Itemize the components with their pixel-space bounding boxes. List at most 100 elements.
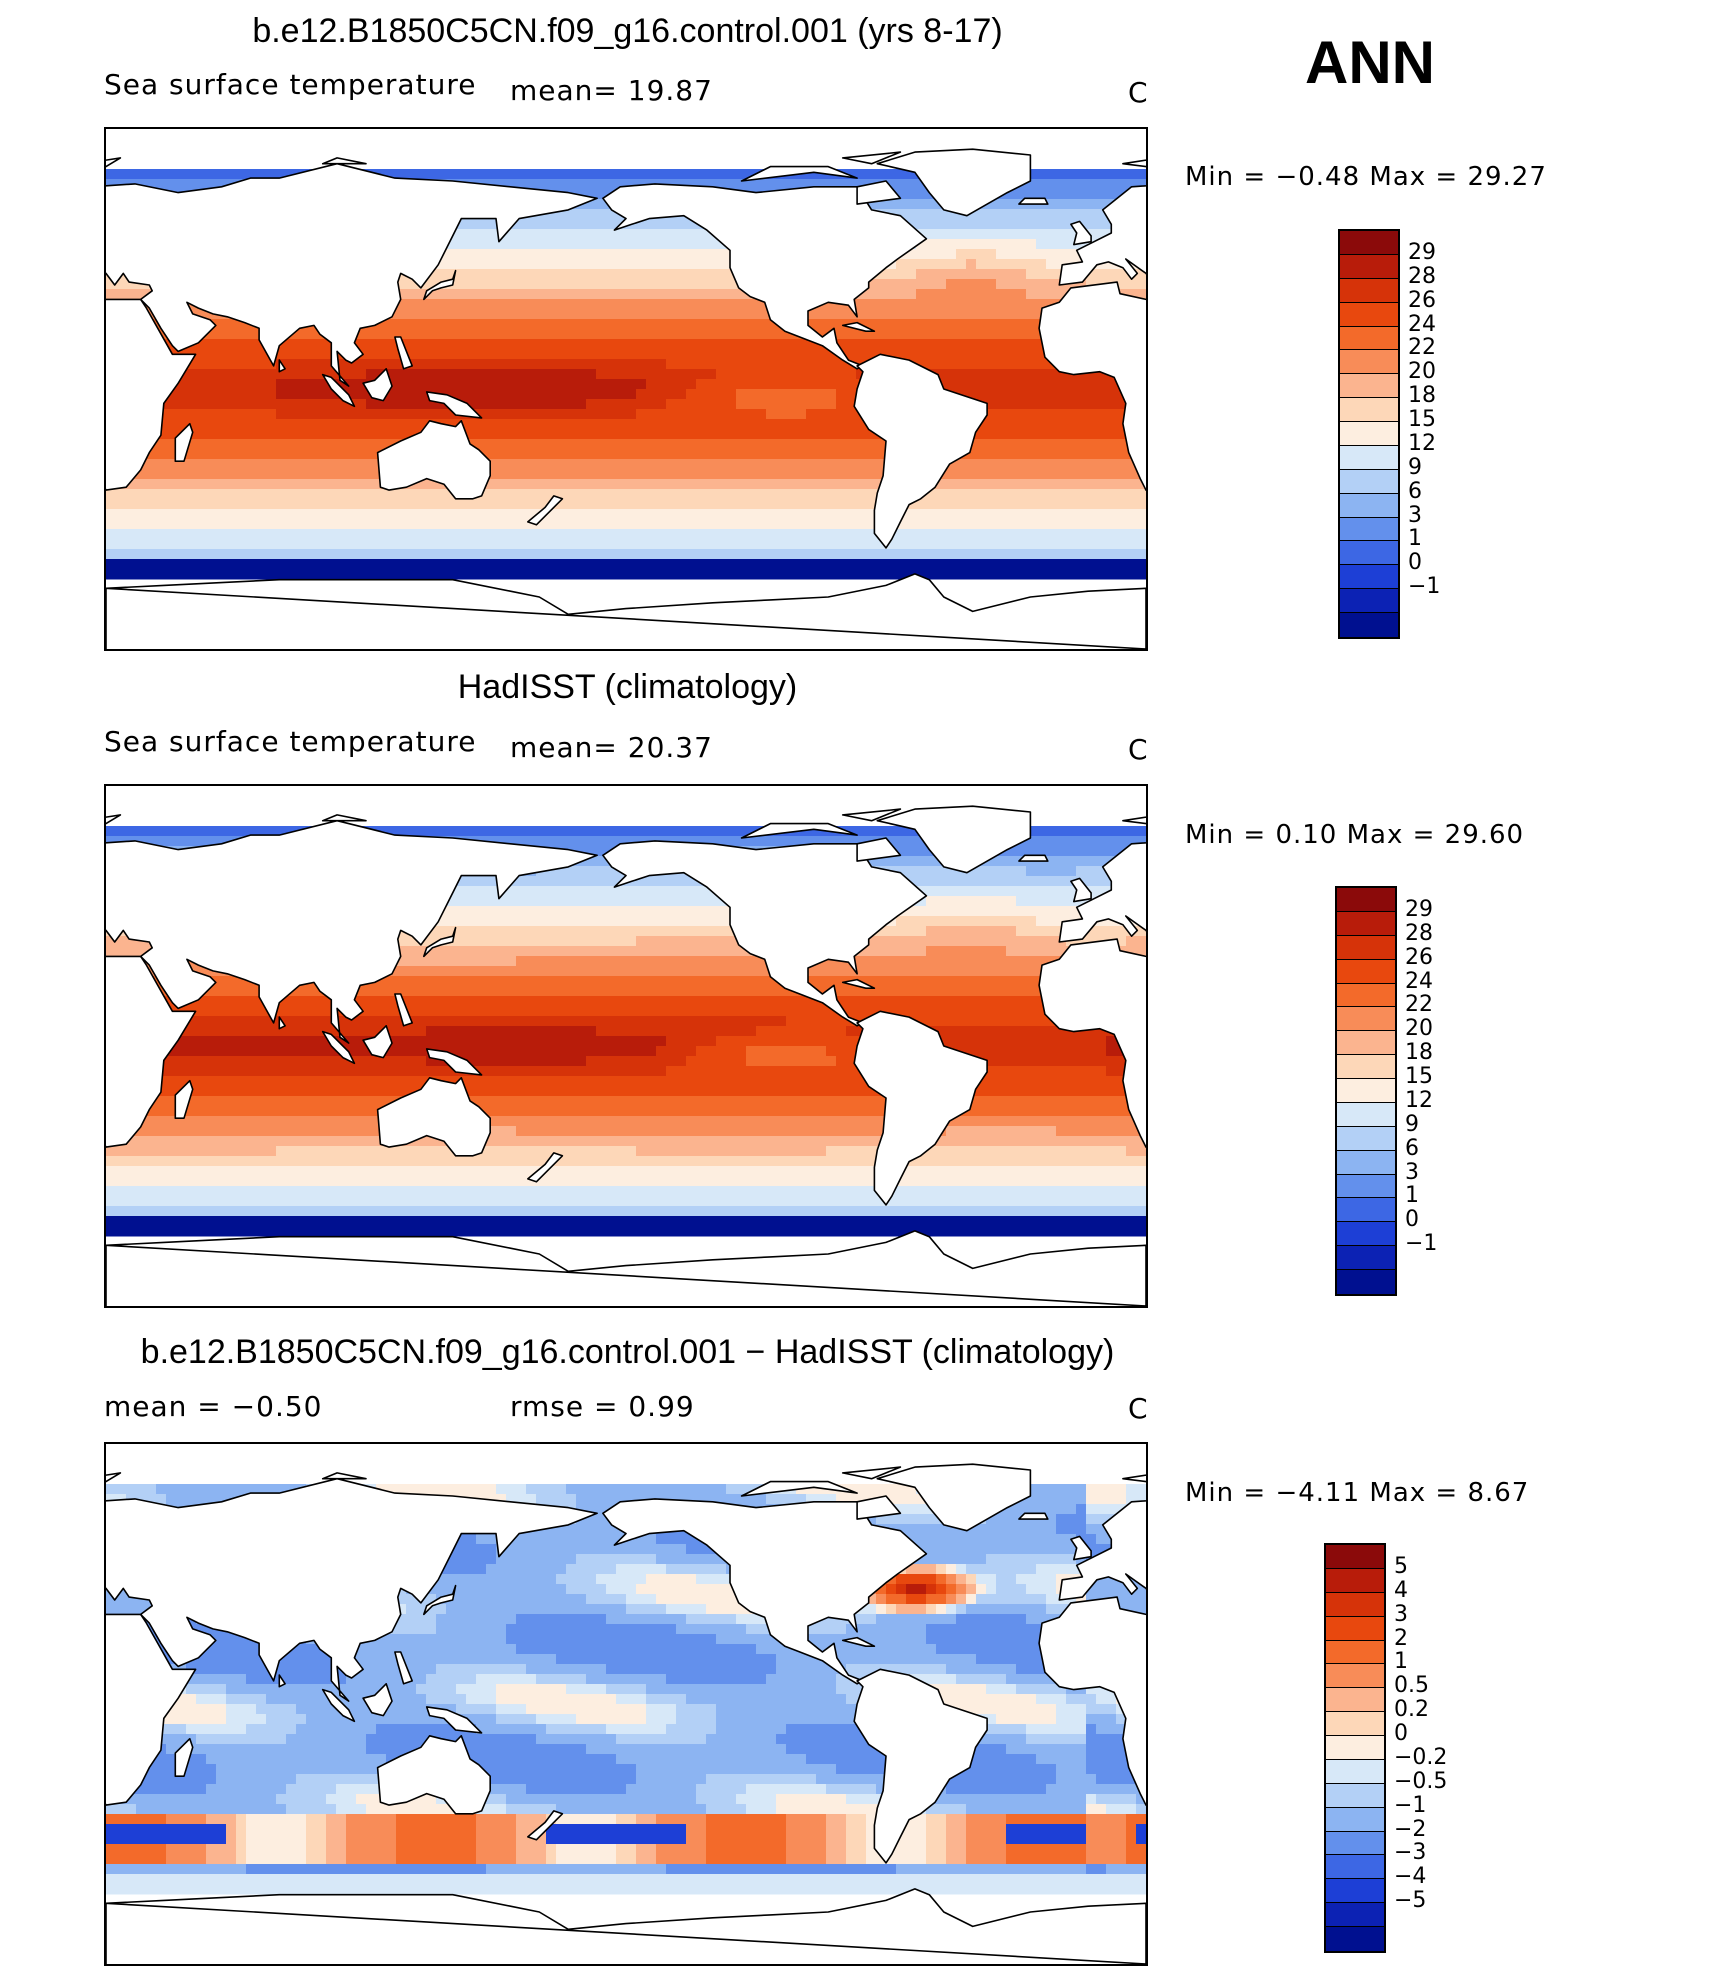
coastline [106,1230,1146,1306]
coastline [740,1480,858,1497]
land-mask [106,1463,1146,1964]
colorbar-swatch [1337,1007,1395,1032]
colorbar-tick-label: 26 [1408,287,1436,313]
panel-1-map-graphic [106,148,1146,649]
colorbar-swatch [1326,1688,1384,1713]
panel-1-colorbar [1338,229,1400,639]
colorbar-swatch [1326,1736,1384,1760]
colorbar-swatch [1340,278,1398,303]
coastline [1018,197,1049,205]
panel-3-map [104,1442,1148,1966]
colorbar-tick-label: 6 [1408,478,1422,504]
panel-1-variable-label: Sea surface temperature [104,68,477,101]
coastline [1122,159,1146,168]
colorbar-swatch [1340,493,1398,518]
coastline [841,1636,876,1647]
colorbar-swatch [1337,1246,1395,1271]
colorbar-tick-label: 20 [1405,1016,1433,1042]
colorbar-tick-label: 9 [1405,1111,1419,1137]
colorbar-tick-label: −3 [1394,1840,1427,1866]
colorbar-tick-label: −0.5 [1394,1768,1448,1794]
colorbar-swatch [1340,231,1398,255]
coastline [856,180,902,205]
panel-3-mean: mean = −0.50 [104,1390,323,1423]
season-label: ANN [1305,29,1435,96]
colorbar-tick-label: 26 [1405,944,1433,970]
panel-2-title: HadISST (climatology) [457,668,798,706]
panel-3-units: C [1128,1392,1149,1425]
colorbar-tick-label: 0 [1405,1207,1419,1233]
colorbar-tick-label: −1 [1408,574,1441,600]
coastline [876,1463,1032,1532]
coastline [425,1048,483,1076]
coastline [425,391,483,419]
colorbar-tick-label: 0.2 [1394,1697,1429,1723]
colorbar-tick-label: 18 [1405,1040,1433,1066]
colorbar-tick-label: 12 [1405,1087,1433,1113]
panel-3-min-max: Min = −4.11 Max = 8.67 [1185,1478,1530,1508]
colorbar-swatch [1340,374,1398,399]
coastline [1018,1512,1049,1520]
colorbar-swatch [1326,1545,1384,1569]
colorbar-swatch [1326,1879,1384,1904]
colorbar-tick-label: 15 [1408,407,1436,433]
colorbar-swatch [1337,1222,1395,1247]
colorbar-tick-label: 24 [1405,968,1433,994]
colorbar-swatch [1326,1807,1384,1832]
coastline [106,157,122,168]
colorbar-tick-label: 28 [1405,920,1433,946]
coastline [1070,1535,1092,1561]
colorbar-tick-label: 0 [1394,1721,1408,1747]
coastline [321,1688,356,1723]
coastline [527,1152,564,1183]
colorbar-swatch [1326,1616,1384,1641]
coastline [602,1498,928,1685]
coastline [1122,816,1146,825]
colorbar-tick-label: 29 [1405,896,1433,922]
colorbar-swatch [1340,254,1398,279]
panel-2-units: C [1128,733,1149,766]
panel-2-min-max: Min = 0.10 Max = 29.60 [1185,820,1525,850]
colorbar-tick-label: 24 [1408,311,1436,337]
coastline [602,840,928,1027]
colorbar-swatch [1340,445,1398,470]
coastline [423,926,457,958]
coastline [425,1706,483,1734]
colorbar-swatch [1326,1640,1384,1665]
colorbar-tick-label: 22 [1408,335,1436,361]
coastline [278,1674,286,1688]
colorbar-tick-label: 29 [1408,239,1436,265]
colorbar-swatch [1337,888,1395,912]
panel-3-rmse: rmse = 0.99 [510,1390,695,1423]
coastline [423,1584,457,1616]
coastline [106,162,598,387]
coastline [394,1651,413,1685]
coastline [321,373,356,408]
coastline [841,808,902,822]
coastline [602,183,928,370]
colorbar-tick-label: 4 [1394,1577,1408,1603]
colorbar-tick-label: 3 [1405,1159,1419,1185]
coastline [278,1016,286,1030]
colorbar-swatch [1340,565,1398,590]
colorbar-swatch [1326,1927,1384,1951]
colorbar-swatch [1337,1174,1395,1199]
colorbar-swatch [1340,613,1398,637]
coastline [376,1735,491,1815]
coastline [1058,842,1146,943]
colorbar-swatch [1326,1783,1384,1808]
colorbar-tick-label: 1 [1405,1183,1419,1209]
colorbar-swatch [1326,1903,1384,1928]
colorbar-tick-label: −5 [1394,1888,1427,1914]
colorbar-tick-label: 1 [1394,1649,1408,1675]
coastline [106,1477,598,1702]
colorbar-tick-label: 15 [1405,1064,1433,1090]
panel-1-units: C [1128,76,1149,109]
panel-2-variable-label: Sea surface temperature [104,725,477,758]
colorbar-tick-label: −2 [1394,1816,1427,1842]
colorbar-tick-label: −1 [1394,1792,1427,1818]
colorbar-swatch [1337,1270,1395,1294]
colorbar-swatch [1337,1055,1395,1080]
coastline [1070,220,1092,246]
land-mask [106,805,1146,1306]
